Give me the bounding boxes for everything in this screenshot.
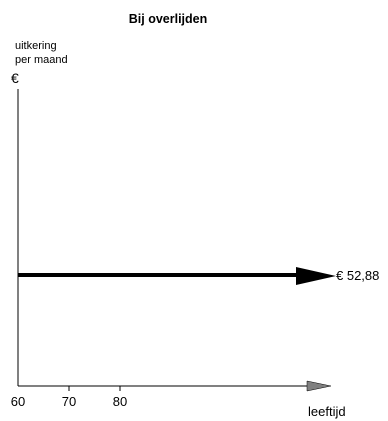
x-axis-arrowhead — [306, 380, 332, 392]
benefit-value-label: € 52,88 — [336, 268, 379, 283]
x-tick-label-70: 70 — [62, 394, 76, 409]
x-axis-label: leeftijd — [308, 404, 346, 419]
x-tick-label-60: 60 — [11, 394, 25, 409]
y-axis-label-line1: uitkering — [15, 40, 57, 52]
x-tick-label-80: 80 — [113, 394, 127, 409]
chart-title: Bij overlijden — [129, 12, 208, 26]
y-axis-currency: € — [11, 70, 19, 86]
benefit-line-arrowhead — [296, 267, 336, 285]
y-axis-label-line2: per maand — [15, 54, 68, 66]
